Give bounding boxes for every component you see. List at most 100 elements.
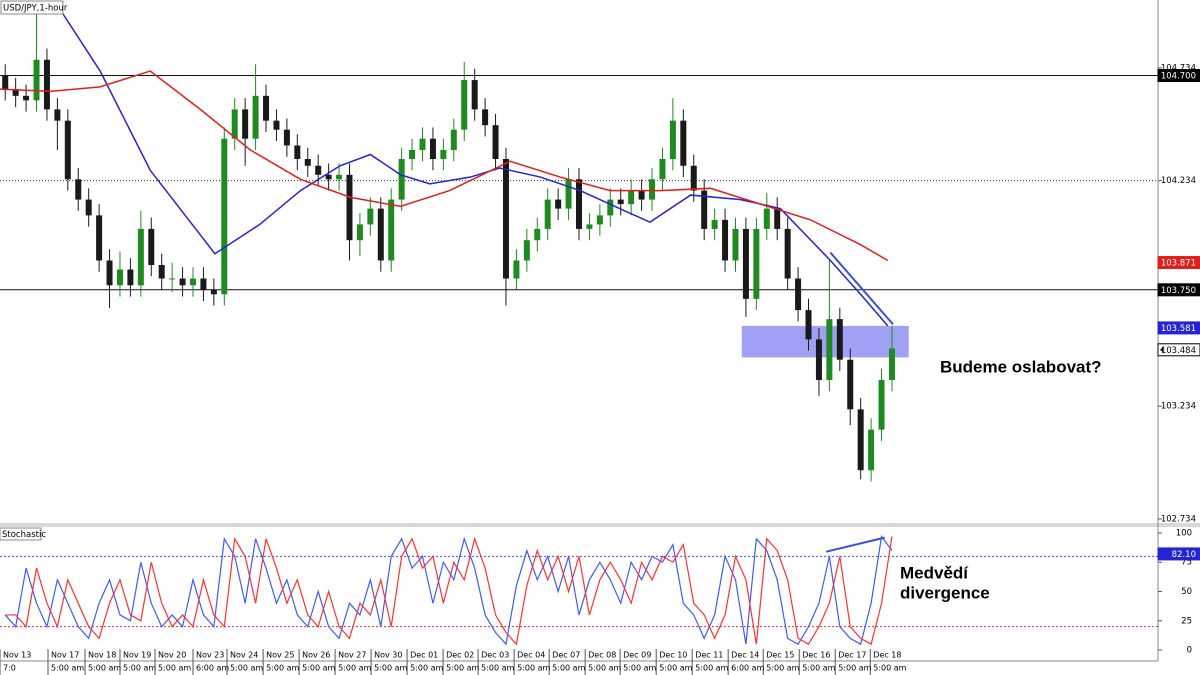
title-box bbox=[0, 0, 64, 15]
candle-body bbox=[106, 260, 113, 286]
x-tick-label: Dec 03 bbox=[481, 651, 509, 660]
candle-body bbox=[555, 199, 562, 209]
price-tag-label: 104.700 bbox=[1161, 72, 1196, 82]
x-tick-time-label: 5:00 am bbox=[302, 664, 335, 673]
price-tag bbox=[1157, 69, 1200, 83]
title-box bbox=[0, 527, 42, 541]
y-tick-label: 104.734 bbox=[1161, 63, 1196, 73]
candle-body bbox=[190, 278, 196, 286]
candle-body bbox=[377, 208, 384, 261]
candle-body bbox=[492, 125, 499, 159]
candle-body bbox=[502, 158, 509, 279]
candle-body bbox=[346, 174, 353, 241]
price-tag-label: 82.10 bbox=[1172, 550, 1196, 560]
y-tick-label: 0 bbox=[1187, 646, 1192, 656]
x-tick-time-label: 5:00 am bbox=[158, 664, 191, 673]
x-tick-label: Nov 20 bbox=[158, 651, 186, 660]
zone bbox=[741, 325, 909, 358]
candle-body bbox=[325, 174, 332, 180]
x-tick-label: Dec 14 bbox=[731, 651, 759, 660]
candle-body bbox=[148, 228, 155, 265]
stochastic-line bbox=[4, 534, 893, 646]
x-tick-label: Nov 13 bbox=[3, 651, 31, 660]
candle-body bbox=[283, 129, 290, 146]
candle-body bbox=[826, 319, 833, 381]
candle-body bbox=[753, 228, 760, 299]
x-tick-time-label: 5:00 am bbox=[588, 664, 621, 673]
x-tick-label: Nov 23 bbox=[196, 651, 224, 660]
candle-body bbox=[482, 109, 489, 126]
candle-body bbox=[805, 310, 812, 340]
moving-average bbox=[0, 70, 889, 262]
candle-body bbox=[868, 429, 875, 471]
x-tick-label: Nov 24 bbox=[230, 651, 258, 660]
y-tick-label: 100 bbox=[1176, 528, 1192, 538]
candle-body bbox=[815, 339, 822, 381]
x-tick-label: Dec 15 bbox=[766, 651, 794, 660]
x-tick-time-label: 5:00 am bbox=[266, 664, 299, 673]
candle-body bbox=[701, 190, 708, 229]
candle-body bbox=[461, 80, 468, 130]
price-tag bbox=[1157, 256, 1200, 270]
candle-body bbox=[722, 219, 729, 261]
candle-body bbox=[628, 190, 635, 205]
x-tick-time-label: 5:00 am bbox=[51, 664, 84, 673]
x-tick-time-label: 5:00 am bbox=[695, 664, 728, 673]
candle-body bbox=[440, 149, 447, 159]
x-tick-time-label: 5:00 am bbox=[517, 664, 550, 673]
candle-body bbox=[273, 120, 280, 130]
x-tick-label: Dec 10 bbox=[659, 651, 687, 660]
candle-body bbox=[544, 199, 551, 229]
price-tag bbox=[1157, 321, 1200, 335]
candle-body bbox=[294, 145, 301, 159]
x-tick-time-label: 5:00 am bbox=[623, 664, 656, 673]
candle-body bbox=[158, 264, 165, 279]
x-tick-time-label: 5:00 am bbox=[766, 664, 799, 673]
x-tick-time-label: 6:00 am bbox=[731, 664, 764, 673]
candle-body bbox=[116, 269, 123, 286]
stochastic-plot bbox=[0, 534, 1158, 646]
candle-body bbox=[847, 359, 854, 410]
candle-body bbox=[210, 289, 217, 295]
candle-body bbox=[231, 109, 238, 139]
panel-separator bbox=[0, 523, 1200, 527]
y-tick-label: 104.234 bbox=[1161, 176, 1196, 186]
candle-body bbox=[2, 75, 9, 90]
candle-body bbox=[596, 215, 603, 225]
candle-body bbox=[54, 109, 61, 121]
annotation: Budeme oslabovat? bbox=[940, 357, 1102, 376]
candle-body bbox=[565, 179, 572, 209]
chart-title: Stochastic bbox=[2, 530, 46, 540]
candle-body bbox=[127, 269, 134, 286]
x-tick-time-label: 5:00 am bbox=[481, 664, 514, 673]
x-tick-time-label: 5:00 am bbox=[838, 664, 871, 673]
candle-body bbox=[471, 80, 478, 110]
x-tick-label: Dec 18 bbox=[873, 651, 901, 660]
candle-body bbox=[690, 165, 697, 191]
candle-body bbox=[200, 278, 207, 290]
candle-body bbox=[221, 138, 228, 295]
x-tick-label: Nov 27 bbox=[338, 651, 366, 660]
candle-body bbox=[367, 208, 374, 225]
candle-body bbox=[429, 138, 436, 159]
candle-body bbox=[774, 208, 781, 229]
x-tick-label: Nov 25 bbox=[266, 651, 294, 660]
x-tick-time-label: 5:00 am bbox=[410, 664, 443, 673]
candle-body bbox=[534, 228, 541, 241]
candle-body bbox=[388, 199, 395, 261]
candle-body bbox=[252, 95, 259, 139]
x-tick-time-label: 5:00 am bbox=[230, 664, 263, 673]
candle-body bbox=[137, 228, 144, 286]
candle-body bbox=[607, 199, 614, 216]
x-tick-label: Dec 04 bbox=[517, 651, 545, 660]
x-tick-time-label: 5:00 am bbox=[873, 664, 906, 673]
candle-body bbox=[711, 219, 718, 229]
x-tick-label: Nov 18 bbox=[88, 651, 116, 660]
x-tick-label: Dec 16 bbox=[802, 651, 830, 660]
candle-body bbox=[43, 59, 50, 110]
trend-line bbox=[829, 251, 894, 325]
price-tag bbox=[1157, 547, 1200, 561]
x-tick-label: Dec 02 bbox=[446, 651, 474, 660]
